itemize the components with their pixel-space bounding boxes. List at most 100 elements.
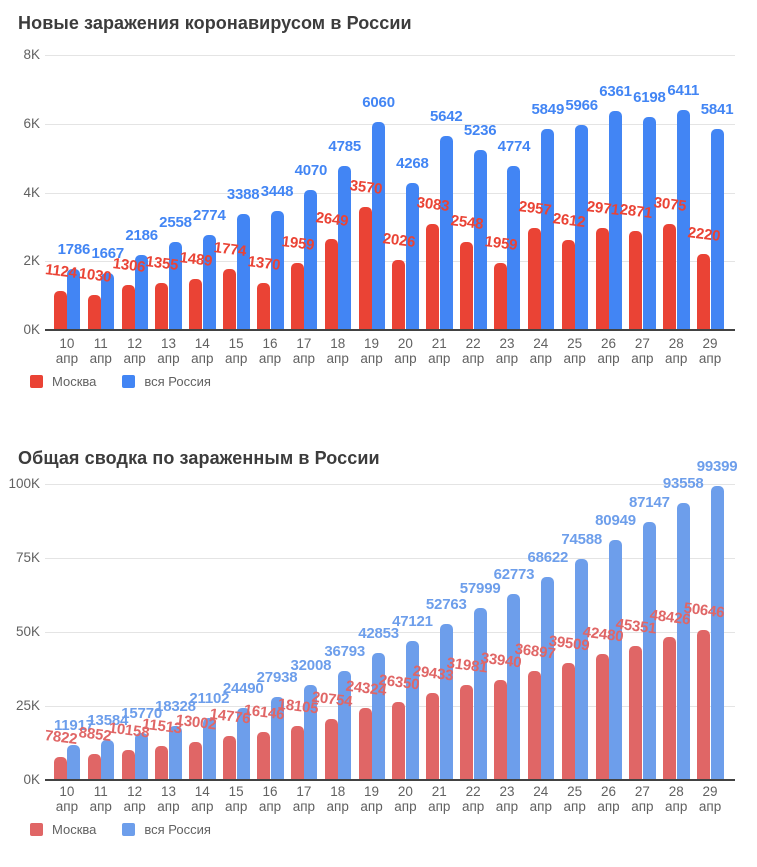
- bar-russia[interactable]: [575, 559, 589, 780]
- x-tick-label: 12 апр: [113, 784, 157, 814]
- bar-moscow[interactable]: [155, 283, 169, 330]
- bar-russia[interactable]: [304, 685, 318, 780]
- bar-moscow[interactable]: [527, 228, 541, 330]
- x-tick-month: апр: [563, 351, 586, 366]
- bar-moscow[interactable]: [189, 278, 203, 330]
- bar-moscow[interactable]: [324, 718, 338, 780]
- bar-russia[interactable]: [439, 623, 453, 780]
- bar-russia[interactable]: [642, 116, 656, 330]
- x-tick-month: апр: [123, 799, 146, 814]
- bar-russia[interactable]: [473, 608, 487, 780]
- bar-russia[interactable]: [135, 733, 149, 780]
- bar-russia[interactable]: [304, 190, 318, 330]
- x-tick-day: 17: [296, 784, 312, 799]
- bar-moscow[interactable]: [629, 645, 643, 780]
- bar-moscow[interactable]: [561, 663, 575, 780]
- bar-moscow[interactable]: [257, 732, 271, 780]
- bar-moscow[interactable]: [53, 756, 67, 780]
- x-tick-label: 29 апр: [688, 336, 732, 366]
- x-tick-month: апр: [563, 799, 586, 814]
- bar-moscow[interactable]: [223, 269, 237, 330]
- bar-russia[interactable]: [541, 128, 555, 330]
- bar-russia[interactable]: [101, 272, 115, 330]
- bar-russia[interactable]: [270, 697, 284, 780]
- bar-moscow[interactable]: [87, 294, 101, 330]
- bar-russia[interactable]: [609, 540, 623, 780]
- bar-moscow[interactable]: [358, 708, 372, 780]
- bar-moscow[interactable]: [155, 745, 169, 780]
- bar-moscow[interactable]: [324, 238, 338, 330]
- legend-label: вся Россия: [144, 374, 211, 389]
- bar-russia[interactable]: [405, 640, 419, 780]
- bar-russia[interactable]: [168, 725, 182, 780]
- bar-russia[interactable]: [202, 717, 216, 780]
- bar-moscow[interactable]: [290, 262, 304, 330]
- bar-moscow[interactable]: [189, 741, 203, 780]
- bar-russia[interactable]: [101, 739, 115, 780]
- bar-moscow[interactable]: [392, 702, 406, 780]
- bar-moscow[interactable]: [87, 753, 101, 780]
- bar-moscow[interactable]: [257, 282, 271, 330]
- bar-moscow[interactable]: [121, 285, 135, 330]
- bar-russia[interactable]: [676, 109, 690, 330]
- bar-moscow[interactable]: [290, 726, 304, 780]
- bar-russia[interactable]: [202, 234, 216, 330]
- x-tick-month: апр: [292, 799, 316, 814]
- bar-moscow[interactable]: [697, 253, 711, 330]
- bar-moscow[interactable]: [426, 692, 440, 780]
- bar-moscow[interactable]: [697, 630, 711, 780]
- bar-russia[interactable]: [236, 213, 250, 330]
- bar-moscow[interactable]: [460, 685, 474, 780]
- bar-moscow[interactable]: [460, 242, 474, 330]
- bar-russia[interactable]: [270, 211, 284, 330]
- bar-moscow[interactable]: [493, 262, 507, 330]
- bar-russia[interactable]: [541, 576, 555, 780]
- bar-russia[interactable]: [507, 594, 521, 780]
- bar-moscow[interactable]: [595, 654, 609, 780]
- bar-russia[interactable]: [676, 503, 690, 780]
- bar-moscow[interactable]: [493, 679, 507, 780]
- bar-russia[interactable]: [135, 254, 149, 330]
- bar-moscow[interactable]: [121, 749, 135, 780]
- gridline: [45, 558, 735, 559]
- bar-russia[interactable]: [575, 124, 589, 330]
- bar-russia[interactable]: [338, 671, 352, 780]
- x-tick-day: 27: [634, 784, 650, 799]
- bar-moscow[interactable]: [561, 240, 575, 330]
- bar-russia[interactable]: [710, 129, 724, 330]
- bar-russia[interactable]: [642, 522, 656, 780]
- bar-russia[interactable]: [439, 136, 453, 330]
- bar-moscow[interactable]: [527, 670, 541, 780]
- bar-moscow[interactable]: [663, 224, 677, 330]
- bar-russia[interactable]: [338, 165, 352, 330]
- bar-russia[interactable]: [473, 150, 487, 330]
- bar-russia[interactable]: [507, 165, 521, 330]
- x-tick-month: апр: [394, 799, 417, 814]
- y-tick-label: 8K: [23, 47, 40, 62]
- x-tick-month: апр: [631, 351, 654, 366]
- bar-russia[interactable]: [405, 183, 419, 330]
- bar-value-label: 68622: [527, 548, 569, 566]
- bar-russia[interactable]: [236, 707, 250, 780]
- x-tick-label: 28 апр: [654, 336, 698, 366]
- bar-moscow[interactable]: [392, 260, 406, 330]
- x-tick-day: 12: [127, 784, 143, 799]
- x-tick-month: апр: [665, 799, 688, 814]
- bar-moscow[interactable]: [595, 227, 609, 330]
- bar-russia[interactable]: [372, 121, 386, 330]
- bar-russia[interactable]: [67, 268, 81, 330]
- x-tick-day: 21: [431, 784, 447, 799]
- bar-moscow[interactable]: [223, 736, 237, 780]
- bar-value-label: 5849: [531, 100, 565, 118]
- bar-russia[interactable]: [710, 485, 724, 780]
- bar-moscow[interactable]: [358, 207, 372, 330]
- bar-russia[interactable]: [609, 111, 623, 330]
- bar-moscow[interactable]: [663, 636, 677, 780]
- bar-moscow[interactable]: [629, 231, 643, 330]
- bar-russia[interactable]: [168, 242, 182, 330]
- bar-russia[interactable]: [67, 744, 81, 780]
- bar-value-label: 4785: [328, 137, 362, 155]
- bar-russia[interactable]: [372, 653, 386, 780]
- bar-moscow[interactable]: [426, 224, 440, 330]
- bar-moscow[interactable]: [53, 291, 67, 330]
